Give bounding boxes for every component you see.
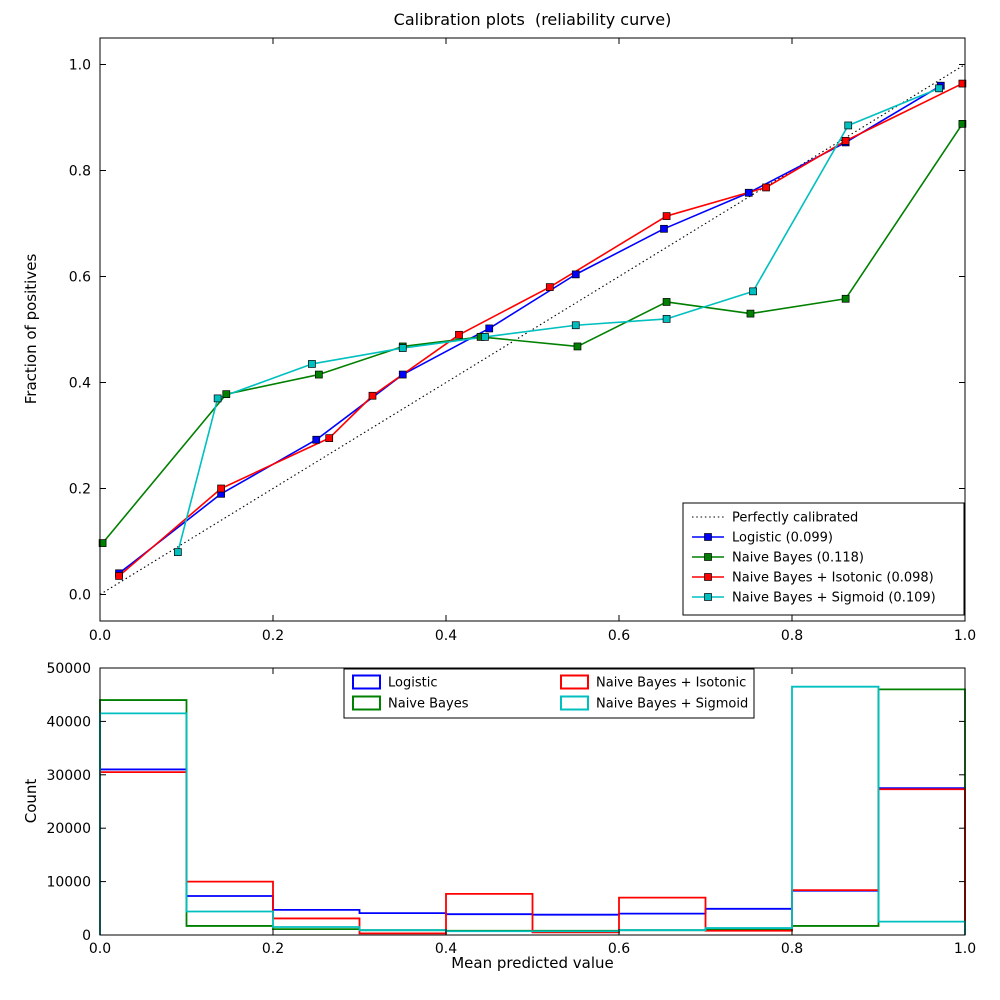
figure-title: Calibration plots (reliability curve) [393,10,672,29]
svg-text:Naive Bayes + Sigmoid: Naive Bayes + Sigmoid [596,697,748,712]
svg-text:0.0: 0.0 [69,588,91,604]
svg-text:30000: 30000 [46,768,91,784]
svg-text:Naive Bayes: Naive Bayes [388,697,469,712]
svg-text:0.4: 0.4 [435,941,457,957]
svg-text:Naive Bayes (0.118): Naive Bayes (0.118) [732,551,864,566]
svg-text:0.4: 0.4 [435,628,457,644]
svg-text:10000: 10000 [46,875,91,891]
svg-text:0.8: 0.8 [69,164,91,180]
svg-text:0: 0 [82,928,91,944]
svg-text:0.2: 0.2 [262,941,284,957]
svg-text:Naive Bayes + Isotonic: Naive Bayes + Isotonic [596,676,746,691]
svg-text:0.2: 0.2 [69,482,91,498]
svg-text:0.2: 0.2 [262,628,284,644]
svg-text:0.8: 0.8 [781,941,803,957]
svg-text:1.0: 1.0 [69,58,91,74]
svg-text:0.8: 0.8 [781,628,803,644]
svg-text:40000: 40000 [46,714,91,730]
svg-text:Naive Bayes + Isotonic (0.098): Naive Bayes + Isotonic (0.098) [732,571,934,586]
svg-text:20000: 20000 [46,821,91,837]
svg-text:1.0: 1.0 [954,941,976,957]
svg-text:Naive Bayes + Sigmoid (0.109): Naive Bayes + Sigmoid (0.109) [732,591,936,606]
svg-text:50000: 50000 [46,661,91,677]
svg-text:1.0: 1.0 [954,628,976,644]
svg-text:0.6: 0.6 [69,270,91,286]
svg-text:0.0: 0.0 [89,628,111,644]
svg-text:0.0: 0.0 [89,941,111,957]
svg-text:0.6: 0.6 [608,628,630,644]
svg-text:0.6: 0.6 [608,941,630,957]
svg-text:Logistic (0.099): Logistic (0.099) [732,531,833,546]
svg-text:0.4: 0.4 [69,376,91,392]
svg-text:Perfectly calibrated: Perfectly calibrated [732,511,858,526]
bottom-plot-xlabel: Mean predicted value [451,954,614,972]
svg-text:Logistic: Logistic [388,676,437,691]
